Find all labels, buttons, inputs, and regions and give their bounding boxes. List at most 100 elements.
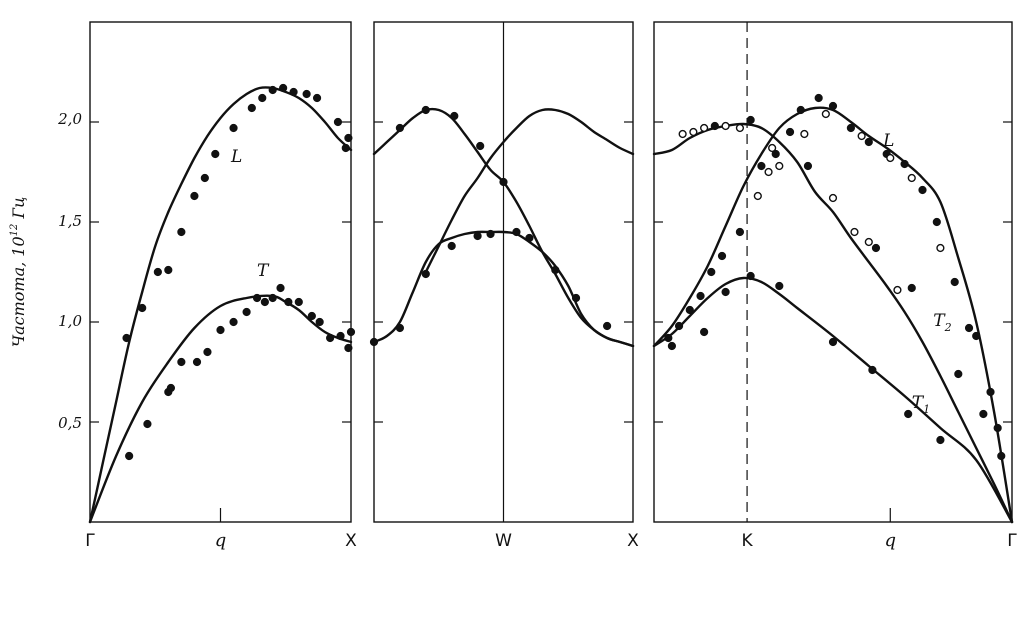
point-branch-a-3 — [476, 141, 485, 151]
x-tick-label-q: q — [885, 530, 897, 551]
point-T1-0 — [667, 341, 677, 351]
open-point-T2-4 — [735, 123, 745, 133]
open-point-T2-3 — [721, 121, 730, 131]
point-L-5 — [190, 191, 199, 201]
point-T-19 — [336, 331, 345, 341]
point-T-14 — [284, 297, 293, 307]
open-point-L-3 — [800, 129, 809, 139]
point-branch-b-3 — [447, 241, 456, 251]
panel-frame — [89, 21, 352, 523]
point-T1-2 — [721, 287, 730, 297]
point-branch-a-2 — [450, 111, 459, 121]
x-tick-label-Γ: Γ — [85, 531, 95, 551]
point-L-14 — [302, 89, 311, 99]
series-L: L — [652, 93, 1014, 524]
open-point-L-8 — [936, 243, 945, 253]
series-branch-b — [369, 227, 635, 348]
point-branch-a-1 — [421, 105, 430, 115]
point-T-16 — [307, 311, 316, 321]
point-L-7 — [211, 149, 220, 159]
point-L-23 — [993, 423, 1002, 433]
point-L-11 — [268, 85, 277, 95]
point-L-18 — [344, 133, 353, 143]
open-point-L-4 — [821, 109, 830, 119]
x-tick-label-Γ: Γ — [1007, 531, 1017, 551]
point-L-4 — [177, 227, 186, 237]
point-L-16 — [333, 117, 343, 127]
point-branch-b-6 — [512, 227, 521, 237]
point-T2-1 — [746, 115, 755, 125]
y-tick-label-1.0: 1,0 — [58, 312, 82, 330]
point-L-12 — [279, 83, 288, 93]
curve-T2 — [652, 122, 1014, 524]
open-point-T2-0 — [678, 129, 687, 139]
point-L-9 — [247, 103, 256, 113]
series-label-T1: T1 — [912, 393, 930, 416]
point-T1-7 — [904, 409, 913, 419]
x-tick-label-K: K — [742, 531, 754, 551]
point-T1-3 — [746, 271, 755, 281]
series-label-T2: T2 — [933, 311, 951, 334]
point-T-3 — [166, 383, 176, 393]
series-T: T — [88, 261, 356, 524]
x-tick-label-q: q — [215, 530, 227, 551]
y-axis-label-exponent: 12 — [9, 224, 20, 237]
curve-L — [652, 106, 1014, 524]
open-point-L-1 — [764, 167, 773, 177]
point-T-8 — [229, 317, 238, 327]
point-branch-a-0 — [395, 123, 405, 133]
open-point-T2-2 — [700, 123, 709, 133]
svg-text:Частота, 1012 Гц: Частота, 1012 Гц — [9, 197, 28, 348]
y-tick-labels: 0,5 1,0 1,5 2,0 — [57, 110, 82, 432]
y-axis-label-text: Частота, 10 — [9, 236, 28, 347]
series-label-L: L — [230, 147, 242, 167]
y-tick-label-0.5: 0,5 — [58, 414, 82, 432]
point-T1-1 — [700, 327, 709, 337]
open-point-L-6 — [886, 153, 895, 163]
point-L-10 — [796, 105, 805, 115]
point-T2-6 — [979, 409, 988, 419]
open-point-L-7 — [907, 173, 916, 183]
point-L-2 — [153, 267, 162, 277]
point-T-20 — [344, 343, 353, 353]
point-L-4 — [707, 267, 716, 277]
point-T1-6 — [868, 365, 877, 375]
point-T1-4 — [775, 281, 784, 291]
point-branch-a-4 — [499, 177, 508, 187]
point-branch-b-1 — [395, 323, 405, 333]
open-point-T2-1 — [689, 127, 698, 137]
y-tick-label-2.0: 2,0 — [57, 110, 82, 128]
open-point-T2-8 — [864, 237, 873, 247]
point-L-10 — [258, 93, 267, 103]
curve-branch-b — [372, 230, 635, 348]
x-tick-label-W: W — [495, 531, 512, 551]
point-L-20 — [964, 323, 974, 333]
point-L-17 — [918, 185, 927, 195]
point-T-18 — [326, 333, 335, 343]
series-T2: T2 — [652, 115, 1014, 524]
open-point-T2-9 — [893, 285, 902, 295]
point-L-13 — [846, 123, 856, 133]
point-T1-5 — [828, 337, 838, 347]
point-T-21 — [346, 327, 356, 337]
point-L-9 — [785, 127, 795, 137]
point-L-1 — [138, 303, 147, 313]
point-L-17 — [341, 143, 350, 153]
point-T2-2 — [803, 161, 813, 171]
curve-branch-c — [424, 108, 635, 274]
curve-L — [88, 86, 353, 524]
point-L-3 — [164, 265, 173, 275]
point-branch-b-5 — [486, 229, 495, 239]
point-T2-3 — [871, 243, 881, 253]
point-T2-7 — [997, 451, 1006, 461]
point-L-7 — [757, 161, 766, 171]
x-tick-label-X: X — [627, 531, 639, 551]
open-point-T2-5 — [768, 143, 777, 153]
point-L-16 — [900, 159, 909, 169]
point-L-21 — [972, 331, 981, 341]
